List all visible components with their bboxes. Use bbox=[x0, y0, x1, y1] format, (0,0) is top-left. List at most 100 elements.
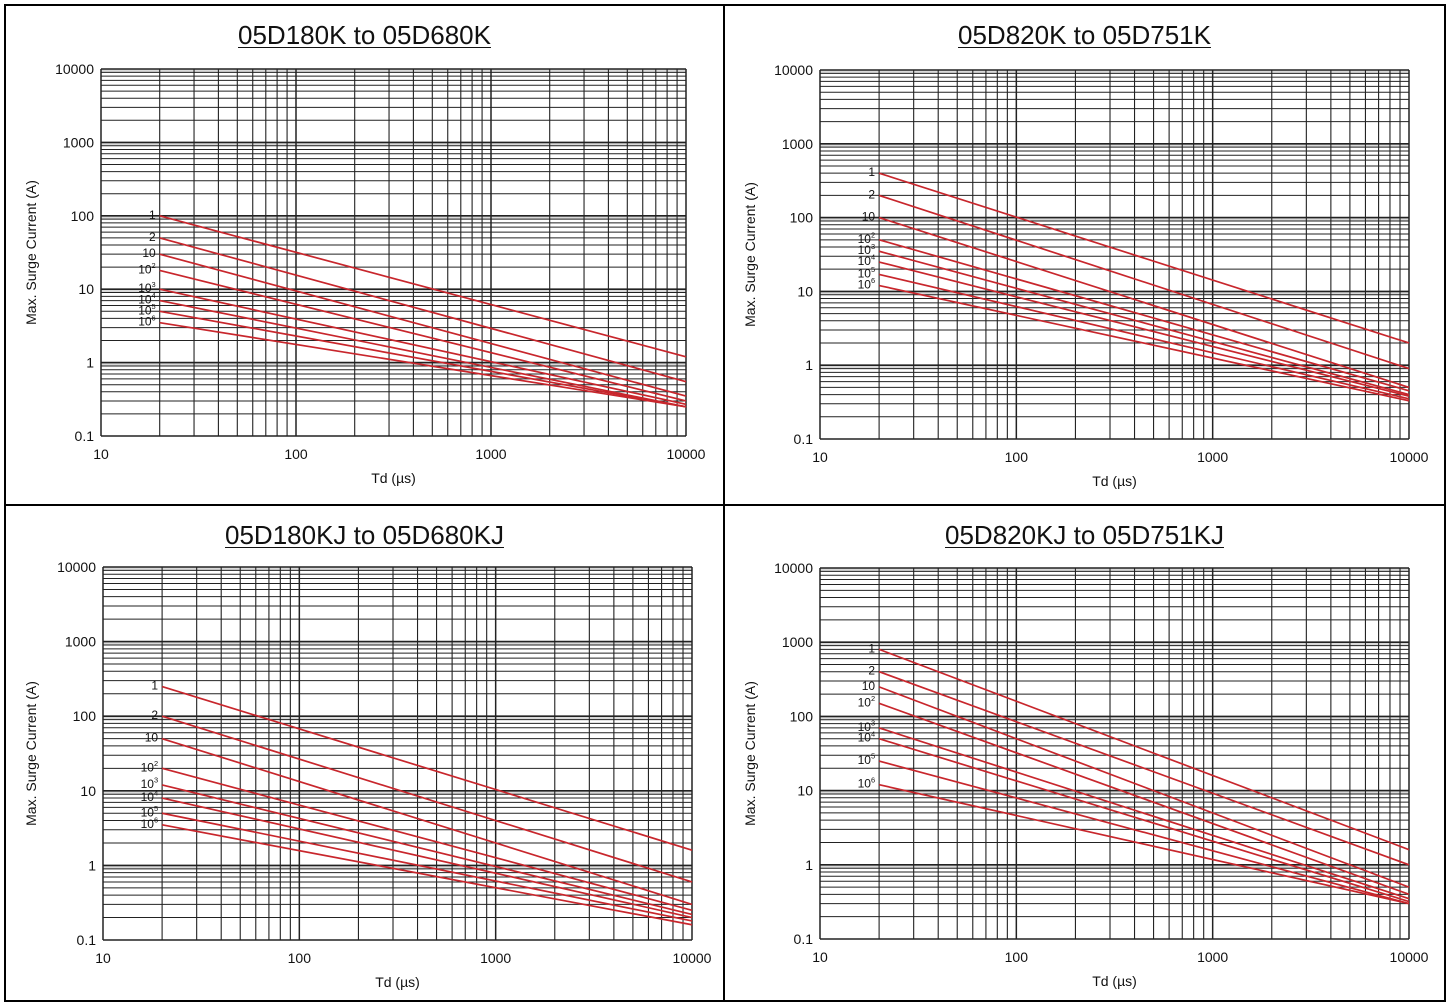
y-axis-label: Max. Surge Current (A) bbox=[742, 681, 758, 826]
x-axis-label: Td (µs) bbox=[1092, 473, 1137, 489]
series-label: 1 bbox=[149, 208, 156, 222]
series-label: 105 bbox=[858, 265, 876, 280]
series-line bbox=[161, 737, 693, 906]
gridline-band bbox=[101, 142, 686, 146]
series-line bbox=[878, 194, 1410, 370]
x-tick-label: 100 bbox=[284, 446, 308, 462]
series-line bbox=[161, 812, 693, 922]
series-label: 1 bbox=[868, 641, 875, 655]
series-label: 102 bbox=[141, 759, 159, 774]
series-line bbox=[878, 737, 1410, 903]
gridline-band bbox=[103, 641, 692, 646]
y-tick-label: 1000 bbox=[65, 634, 96, 650]
series-label: 102 bbox=[858, 694, 876, 709]
chart-title: 05D180KJ to 05D680KJ bbox=[225, 520, 504, 550]
y-axis-label: Max. Surge Current (A) bbox=[23, 681, 39, 826]
series-line bbox=[161, 797, 693, 919]
gridline-band bbox=[820, 642, 1409, 646]
x-tick-label: 10 bbox=[812, 949, 828, 965]
x-tick-label: 10000 bbox=[673, 950, 712, 966]
y-tick-label: 10000 bbox=[774, 62, 813, 78]
y-tick-label: 1 bbox=[86, 355, 94, 371]
x-tick-label: 1000 bbox=[475, 446, 506, 462]
chart-title: 05D820KJ to 05D751KJ bbox=[945, 520, 1224, 550]
frame-right bbox=[1444, 4, 1446, 1002]
series-label: 103 bbox=[138, 280, 156, 295]
x-tick-label: 100 bbox=[1005, 949, 1029, 965]
x-tick-label: 10 bbox=[93, 446, 109, 462]
series-line bbox=[159, 299, 687, 408]
series-line bbox=[161, 784, 693, 916]
y-tick-label: 10 bbox=[797, 783, 813, 799]
y-tick-label: 10 bbox=[80, 783, 96, 799]
series-label: 104 bbox=[138, 291, 156, 306]
x-tick-label: 10000 bbox=[1390, 949, 1429, 965]
series-line bbox=[878, 172, 1410, 344]
series-line bbox=[159, 288, 687, 406]
grid-lines bbox=[102, 566, 693, 941]
y-tick-label: 10000 bbox=[774, 560, 813, 576]
series-label: 103 bbox=[858, 718, 876, 733]
chart-title: 05D820K to 05D751K bbox=[958, 20, 1211, 50]
gridline-band bbox=[820, 143, 1409, 148]
y-tick-label: 1000 bbox=[63, 134, 94, 150]
y-tick-label: 100 bbox=[71, 208, 95, 224]
y-tick-label: 1000 bbox=[782, 136, 813, 152]
series-label: 106 bbox=[138, 313, 156, 328]
y-axis-label: Max. Surge Current (A) bbox=[23, 180, 39, 325]
series-label: 104 bbox=[858, 253, 876, 268]
series-line bbox=[878, 727, 1410, 900]
series-line bbox=[159, 269, 687, 402]
series-label: 1 bbox=[868, 165, 875, 179]
series-line bbox=[161, 823, 693, 926]
y-tick-label: 1 bbox=[805, 857, 813, 873]
series-label: 10 bbox=[145, 731, 159, 745]
grid-lines bbox=[819, 69, 1410, 440]
x-tick-label: 1000 bbox=[480, 950, 511, 966]
x-axis-label: Td (µs) bbox=[375, 974, 420, 990]
series-line bbox=[159, 214, 687, 358]
y-tick-label: 10 bbox=[78, 281, 94, 297]
series-label: 106 bbox=[141, 815, 159, 830]
series-label: 105 bbox=[138, 302, 156, 317]
series-line bbox=[878, 670, 1410, 866]
series-label: 102 bbox=[858, 230, 876, 245]
gridline-band bbox=[820, 365, 1409, 369]
x-axis-label: Td (µs) bbox=[1092, 973, 1137, 989]
y-tick-label: 100 bbox=[790, 210, 814, 226]
y-tick-label: 100 bbox=[790, 708, 814, 724]
x-axis-label: Td (µs) bbox=[371, 470, 416, 486]
series-label: 2 bbox=[868, 664, 875, 678]
series-label: 10 bbox=[142, 246, 156, 260]
y-tick-label: 0.1 bbox=[75, 428, 95, 444]
x-tick-label: 10 bbox=[812, 449, 828, 465]
x-tick-label: 100 bbox=[288, 950, 312, 966]
series-label: 106 bbox=[858, 276, 876, 291]
gridline-band bbox=[103, 716, 692, 720]
y-tick-label: 0.1 bbox=[77, 932, 97, 948]
x-tick-label: 10000 bbox=[1390, 449, 1429, 465]
frame-divider-horizontal bbox=[4, 504, 1446, 506]
series-line bbox=[878, 284, 1410, 402]
series-label: 104 bbox=[858, 729, 876, 744]
series-line bbox=[878, 238, 1410, 392]
y-tick-label: 1000 bbox=[782, 634, 813, 650]
gridline-band bbox=[820, 864, 1409, 869]
series-label: 103 bbox=[141, 775, 159, 790]
gridline-band bbox=[820, 790, 1409, 794]
series-label: 106 bbox=[858, 775, 876, 790]
series-line bbox=[878, 648, 1410, 851]
frame-divider-vertical bbox=[723, 4, 725, 1002]
x-tick-label: 100 bbox=[1005, 449, 1029, 465]
gridline-band bbox=[103, 790, 692, 795]
series-line bbox=[878, 273, 1410, 400]
chart-title: 05D180K to 05D680K bbox=[238, 20, 491, 50]
chart-panel-4: 05D820KJ to 05D751KJ 0.1 1 10 100 1000 10000 1… bbox=[725, 506, 1444, 1000]
series-label: 10 bbox=[862, 210, 876, 224]
chart-plot-1: 0.1 1 10 100 1000 10000 10 100 1000 10000 Td (µs) M… bbox=[23, 61, 706, 486]
series-line bbox=[159, 237, 687, 383]
gridline-band bbox=[101, 215, 686, 220]
